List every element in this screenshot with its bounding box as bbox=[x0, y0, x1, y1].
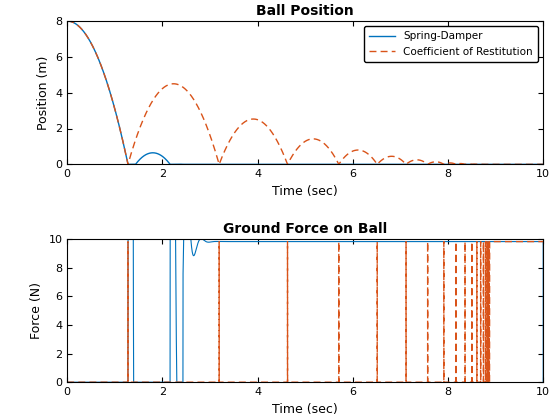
Spring-Damper bbox=[540, 380, 547, 385]
Coefficient of Restitution bbox=[64, 18, 71, 24]
Spring-Damper bbox=[405, 239, 412, 244]
Spring-Damper bbox=[119, 380, 125, 385]
Spring-Damper bbox=[320, 239, 326, 244]
Spring-Damper bbox=[314, 162, 321, 167]
Spring-Damper bbox=[540, 162, 547, 167]
Coefficient of Restitution bbox=[452, 162, 459, 167]
Spring-Damper bbox=[505, 162, 512, 167]
Coefficient of Restitution bbox=[452, 380, 459, 385]
Spring-Damper bbox=[320, 162, 326, 167]
Coefficient of Restitution bbox=[505, 239, 512, 244]
Spring-Damper bbox=[405, 162, 412, 167]
Spring-Damper bbox=[314, 239, 321, 244]
Y-axis label: Position (m): Position (m) bbox=[36, 55, 50, 130]
Y-axis label: Force (N): Force (N) bbox=[30, 282, 43, 339]
Spring-Damper bbox=[119, 136, 125, 141]
Line: Spring-Damper: Spring-Damper bbox=[67, 21, 543, 164]
Coefficient of Restitution bbox=[540, 239, 547, 244]
Coefficient of Restitution bbox=[320, 380, 326, 385]
Coefficient of Restitution bbox=[314, 380, 321, 385]
Spring-Damper bbox=[64, 18, 71, 24]
X-axis label: Time (sec): Time (sec) bbox=[272, 185, 338, 198]
Coefficient of Restitution bbox=[505, 162, 512, 167]
Spring-Damper bbox=[64, 380, 71, 385]
Line: Coefficient of Restitution: Coefficient of Restitution bbox=[67, 21, 543, 164]
Coefficient of Restitution bbox=[119, 136, 125, 141]
Coefficient of Restitution bbox=[119, 380, 125, 385]
Line: Spring-Damper: Spring-Damper bbox=[67, 239, 543, 382]
X-axis label: Time (sec): Time (sec) bbox=[272, 403, 338, 416]
Spring-Damper bbox=[125, 162, 132, 167]
Spring-Damper bbox=[505, 239, 512, 244]
Spring-Damper bbox=[125, 236, 132, 241]
Spring-Damper bbox=[452, 239, 459, 244]
Coefficient of Restitution bbox=[540, 162, 547, 167]
Line: Coefficient of Restitution: Coefficient of Restitution bbox=[67, 241, 543, 382]
Coefficient of Restitution bbox=[486, 239, 493, 244]
Title: Ball Position: Ball Position bbox=[256, 5, 354, 18]
Spring-Damper bbox=[452, 162, 459, 167]
Coefficient of Restitution bbox=[320, 140, 326, 145]
Coefficient of Restitution bbox=[314, 137, 321, 142]
Legend: Spring-Damper, Coefficient of Restitution: Spring-Damper, Coefficient of Restitutio… bbox=[363, 26, 538, 62]
Coefficient of Restitution bbox=[64, 380, 71, 385]
Coefficient of Restitution bbox=[405, 160, 412, 165]
Coefficient of Restitution bbox=[405, 380, 412, 385]
Coefficient of Restitution bbox=[125, 162, 132, 167]
Title: Ground Force on Ball: Ground Force on Ball bbox=[223, 222, 388, 236]
